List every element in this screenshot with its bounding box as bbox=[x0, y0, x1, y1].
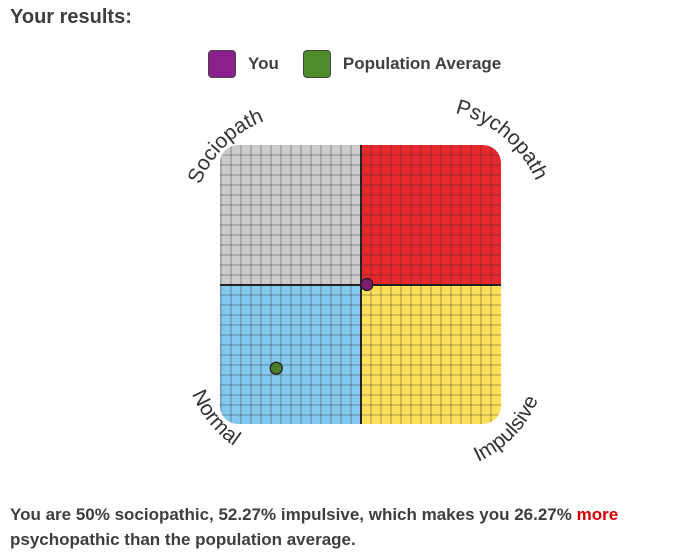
legend-item-population-average: Population Average bbox=[302, 50, 502, 78]
legend-swatch-you bbox=[208, 50, 236, 78]
legend: You Population Average bbox=[208, 50, 525, 78]
quadrant-chart: Sociopath Psychopath Normal Impulsive bbox=[183, 96, 552, 467]
legend-swatch-population-average bbox=[302, 50, 331, 78]
legend-label-you: You bbox=[248, 54, 279, 73]
data-point-population-average bbox=[269, 361, 283, 375]
result-summary: You are 50% sociopathic, 52.27% impulsiv… bbox=[10, 502, 690, 552]
data-point-you bbox=[360, 277, 374, 292]
data-points bbox=[269, 277, 374, 375]
quadrant-normal bbox=[220, 285, 361, 424]
results-heading: Your results: bbox=[10, 6, 132, 28]
legend-item-you: You bbox=[208, 50, 279, 78]
result-text-before: You are 50% sociopathic, 52.27% impulsiv… bbox=[10, 505, 572, 524]
result-highlight: more bbox=[576, 505, 619, 524]
result-text-after: psychopathic than the population average… bbox=[10, 530, 356, 549]
legend-label-population-average: Population Average bbox=[342, 54, 502, 73]
